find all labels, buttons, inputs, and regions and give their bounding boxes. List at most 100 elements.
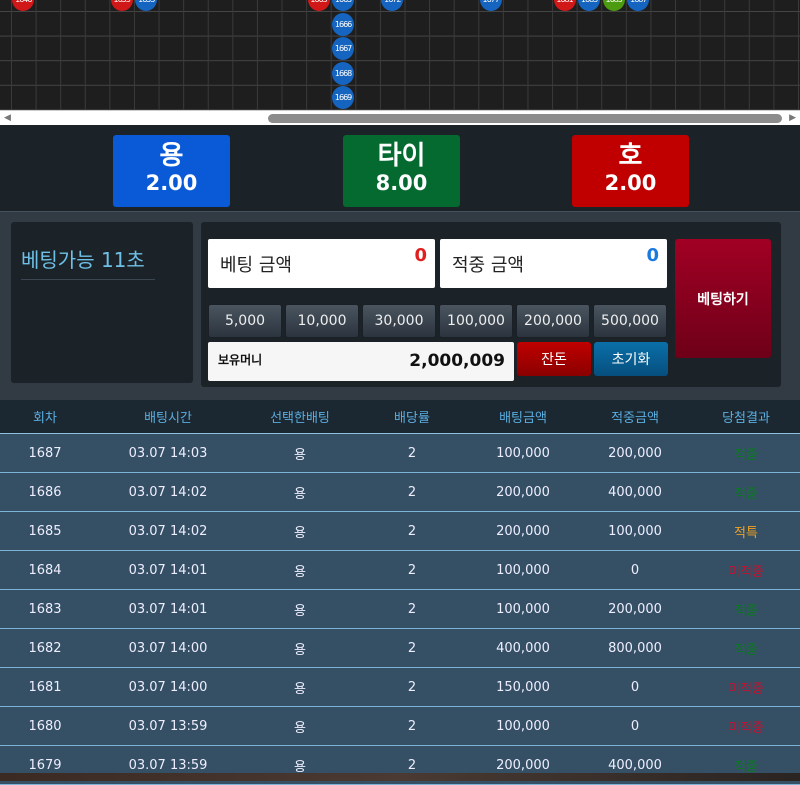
scroll-left-icon[interactable]: ◀ (4, 113, 11, 123)
table-cell: 1683 (28, 601, 62, 617)
pick-odds: 8.00 (375, 171, 428, 195)
pick-name: 용 (159, 141, 184, 171)
column-header[interactable]: 적중금액 (611, 411, 659, 426)
betting-timer: 베팅가능 11초 (21, 244, 155, 280)
table-cell: 100,000 (496, 718, 550, 734)
table-cell: 200,000 (608, 445, 662, 461)
pick-tie-button[interactable]: 타이 8.00 (343, 135, 460, 207)
table-cell: 용 (294, 486, 306, 502)
bead-dragon: 1655 (135, 0, 158, 11)
column-header[interactable]: 선택한배팅 (270, 411, 330, 426)
bottom-strip (0, 773, 800, 781)
table-cell: 03.07 14:01 (128, 562, 208, 578)
win-amount-value: 0 (646, 245, 659, 266)
reset-button[interactable]: 초기화 (594, 342, 668, 376)
table-row: 1682 03.07 14:00 용 2 400,000 800,000 적중 (0, 629, 800, 668)
bet-amount-label: 베팅 금액 (220, 255, 292, 276)
table-cell: 400,000 (608, 484, 662, 500)
table-cell: 03.07 13:59 (128, 718, 208, 734)
table-cell: 2 (407, 523, 417, 539)
bead-tiger: 1663 (307, 0, 330, 11)
horizontal-scrollbar[interactable]: ◀ ▶ (0, 110, 800, 125)
chip-button[interactable]: 200,000 (516, 304, 590, 338)
table-cell: 2 (407, 445, 417, 461)
table-cell: 200,000 (496, 757, 550, 773)
pick-tiger-button[interactable]: 호 2.00 (572, 135, 689, 207)
betting-panel: 베팅가능 11초 베팅 금액 0 적중 금액 0 5,000 10,000 30,000… (0, 211, 800, 400)
table-cell: 2 (407, 640, 417, 656)
timer-box: 베팅가능 11초 (11, 222, 193, 383)
table-header: 회차 배팅시간 선택한배팅 배당률 배팅금액 적중금액 당첨결과 (0, 400, 800, 434)
table-cell: 400,000 (608, 757, 662, 773)
table-cell: 03.07 14:00 (128, 679, 208, 695)
table-cell: 800,000 (608, 640, 662, 656)
table-cell: 200,000 (608, 601, 662, 617)
bead-dragon: 1666 (332, 12, 355, 36)
column-header[interactable]: 배당률 (394, 411, 430, 426)
result-cell: 미적중 (728, 564, 764, 580)
bead-dragon: 1669 (332, 86, 355, 110)
table-cell: 03.07 13:59 (128, 757, 208, 773)
bet-amount-field: 베팅 금액 0 (208, 239, 435, 288)
bead-tie: 1685 (602, 0, 625, 11)
pick-dragon-button[interactable]: 용 2.00 (113, 135, 230, 207)
column-header[interactable]: 회차 (33, 411, 57, 426)
table-cell: 용 (294, 642, 306, 658)
bead-tiger: 1646 (12, 0, 35, 11)
pick-odds: 2.00 (145, 171, 198, 195)
scroll-right-icon[interactable]: ▶ (789, 113, 796, 123)
table-cell: 2 (407, 484, 417, 500)
table-cell: 0 (630, 562, 640, 578)
balance-value: 2,000,009 (409, 351, 505, 371)
table-cell: 용 (294, 603, 306, 619)
chip-button[interactable]: 10,000 (285, 304, 359, 338)
result-cell: 적중 (734, 642, 758, 658)
bead-dragon: 1683 (578, 0, 601, 11)
table-cell: 100,000 (496, 601, 550, 617)
result-cell: 적중 (734, 447, 758, 463)
bead-dragon: 1677 (479, 0, 502, 11)
table-cell: 200,000 (496, 523, 550, 539)
table-cell: 03.07 14:02 (128, 523, 208, 539)
bet-amount-value: 0 (414, 245, 427, 266)
table-cell: 용 (294, 564, 306, 580)
result-cell: 미적중 (728, 681, 764, 697)
table-cell: 100,000 (608, 523, 662, 539)
chip-button[interactable]: 100,000 (439, 304, 513, 338)
scrollbar-thumb[interactable] (268, 114, 782, 123)
pick-name: 타이 (377, 141, 426, 171)
table-cell: 200,000 (496, 484, 550, 500)
place-bet-button[interactable]: 베팅하기 (675, 239, 771, 358)
win-amount-field: 적중 금액 0 (440, 239, 667, 288)
column-header[interactable]: 배팅금액 (499, 411, 547, 426)
table-cell: 2 (407, 757, 417, 773)
table-cell: 03.07 14:02 (128, 484, 208, 500)
chip-button[interactable]: 5,000 (208, 304, 282, 338)
table-cell: 2 (407, 718, 417, 734)
table-row: 1680 03.07 13:59 용 2 100,000 0 미적중 (0, 707, 800, 746)
bead-dragon: 1687 (627, 0, 650, 11)
bet-options: 용 2.00 타이 8.00 호 2.00 (0, 125, 800, 211)
table-cell: 0 (630, 679, 640, 695)
bead-tiger: 1681 (553, 0, 576, 11)
table-cell: 100,000 (496, 562, 550, 578)
chip-button[interactable]: 30,000 (362, 304, 436, 338)
bet-history-table: 회차 배팅시간 선택한배팅 배당률 배팅금액 적중금액 당첨결과 1687 03.07 14:0… (0, 400, 800, 785)
pick-name: 호 (618, 141, 643, 171)
table-cell: 400,000 (496, 640, 550, 656)
bead-road: 1646 16531655 166316651666166716681669 1672… (0, 0, 800, 110)
result-cell: 적중 (734, 486, 758, 502)
table-row: 1686 03.07 14:02 용 2 200,000 400,000 적중 (0, 473, 800, 512)
bead-dragon: 1668 (332, 61, 355, 85)
win-amount-label: 적중 금액 (452, 255, 524, 276)
chip-button[interactable]: 500,000 (593, 304, 667, 338)
balance-label: 보유머니 (218, 353, 263, 367)
table-cell: 용 (294, 759, 306, 775)
column-header[interactable]: 당첨결과 (722, 411, 770, 426)
table-cell: 용 (294, 681, 306, 697)
table-cell: 용 (294, 447, 306, 463)
change-button[interactable]: 잔돈 (517, 342, 591, 376)
column-header[interactable]: 배팅시간 (144, 411, 192, 426)
table-cell: 150,000 (496, 679, 550, 695)
bet-form: 베팅 금액 0 적중 금액 0 5,000 10,000 30,000 100,000 20… (201, 222, 781, 387)
